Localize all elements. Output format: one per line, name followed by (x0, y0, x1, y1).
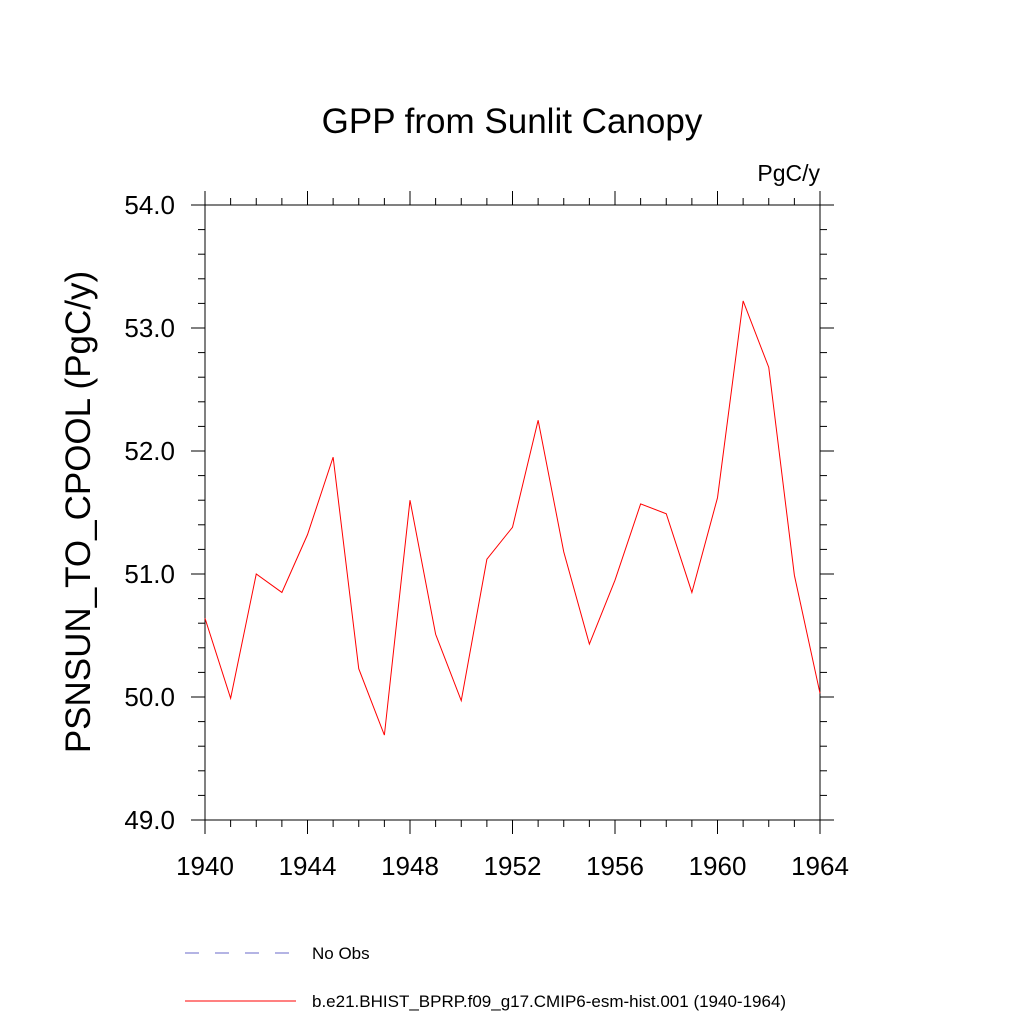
x-tick-label: 1940 (176, 851, 234, 881)
y-tick-label: 50.0 (124, 682, 175, 712)
y-tick-label: 52.0 (124, 436, 175, 466)
x-tick-label: 1948 (381, 851, 439, 881)
plot-frame (204, 204, 821, 821)
legend-label-no-obs: No Obs (312, 944, 370, 963)
y-axis-label: PSNSUN_TO_CPOOL (PgC/y) (59, 271, 98, 753)
chart-title: GPP from Sunlit Canopy (322, 102, 703, 141)
x-tick-label: 1956 (586, 851, 644, 881)
x-tick-label: 1952 (484, 851, 542, 881)
y-tick-label: 53.0 (124, 313, 175, 343)
series-line (204, 300, 821, 736)
series-group (204, 300, 821, 736)
axes: 1940 1944 1948 1952 1956 1960 1964 49.0 50.0 51.0… (124, 190, 849, 881)
legend: No Obs b.e21.BHIST_BPRP.f09_g17.CMIP6-es… (185, 944, 786, 1011)
legend-label-model: b.e21.BHIST_BPRP.f09_g17.CMIP6-esm-hist.… (312, 992, 786, 1011)
x-tick-label: 1944 (279, 851, 337, 881)
y-tick-label: 51.0 (124, 559, 175, 589)
y-tick-label: 49.0 (124, 805, 175, 835)
x-tick-label: 1964 (791, 851, 849, 881)
x-tick-label: 1960 (689, 851, 747, 881)
units-label: PgC/y (757, 160, 820, 186)
y-tick-label: 54.0 (124, 190, 175, 220)
